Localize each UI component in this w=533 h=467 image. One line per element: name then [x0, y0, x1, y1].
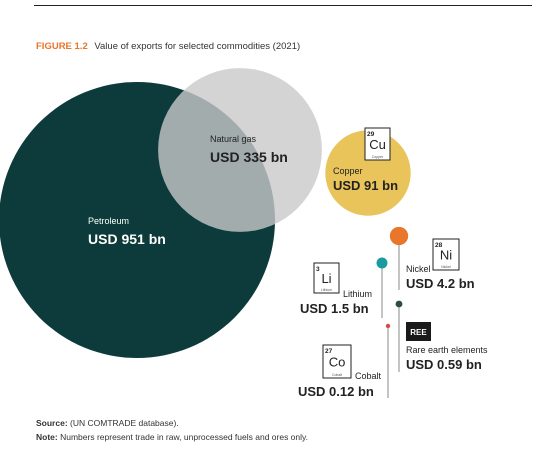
footer-source: Source: (UN COMTRADE database). [36, 418, 179, 428]
source-text: (UN COMTRADE database). [70, 418, 179, 428]
note-text: Numbers represent trade in raw, unproces… [60, 432, 308, 442]
cobalt-element-tile [322, 344, 352, 379]
bubble-rare-earth-elements [395, 300, 403, 308]
cobalt-element-name: Cobalt [332, 373, 342, 377]
natural-gas-value: USD 335 bn [210, 149, 288, 165]
petroleum-value: USD 951 bn [88, 231, 166, 247]
figure-title: FIGURE 1.2 Value of exports for selected… [36, 41, 300, 52]
lithium-symbol: Li [321, 271, 331, 286]
nickel-atomic-number: 28 [435, 242, 443, 249]
ree-symbol: REE [410, 328, 427, 337]
cobalt-value: USD 0.12 bn [298, 384, 374, 399]
copper-label: Copper [333, 166, 363, 176]
natural-gas-label: Natural gas [210, 134, 257, 144]
nickel-element-name: Nickel [441, 265, 451, 269]
petroleum-label: Petroleum [88, 216, 129, 226]
lithium-atomic-number: 3 [316, 266, 320, 273]
figure-label: FIGURE 1.2 [36, 41, 88, 52]
lithium-label: Lithium [343, 289, 372, 299]
source-label: Source: [36, 418, 68, 428]
nickel-value: USD 4.2 bn [406, 276, 475, 291]
bubble-cobalt [385, 323, 391, 329]
copper-value: USD 91 bn [333, 178, 398, 193]
lithium-value: USD 1.5 bn [300, 301, 369, 316]
cobalt-label: Cobalt [355, 371, 382, 381]
ree-tile [406, 322, 431, 341]
note-label: Note: [36, 432, 58, 442]
bubble-lithium [376, 257, 388, 269]
nickel-label: Nickel [406, 264, 431, 274]
copper-symbol: Cu [369, 137, 386, 152]
figure-title-text: Value of exports for selected commoditie… [94, 41, 301, 52]
bubble-nickel [389, 226, 409, 246]
cobalt-atomic-number: 27 [325, 348, 333, 355]
bubble-natural-gas [158, 68, 322, 232]
ree-value: USD 0.59 bn [406, 357, 482, 372]
nickel-element-tile [432, 238, 460, 271]
nickel-symbol: Ni [440, 248, 452, 263]
lithium-element-tile [313, 262, 340, 294]
copper-element-name: Copper [372, 155, 384, 159]
lithium-element-name: Lithium [321, 288, 332, 292]
footer-note: Note: Numbers represent trade in raw, un… [36, 432, 308, 442]
ree-label: Rare earth elements [406, 345, 488, 355]
copper-element-tile [364, 127, 391, 161]
cobalt-symbol: Co [329, 355, 346, 370]
copper-atomic-number: 29 [367, 131, 375, 138]
top-rule [34, 5, 532, 6]
